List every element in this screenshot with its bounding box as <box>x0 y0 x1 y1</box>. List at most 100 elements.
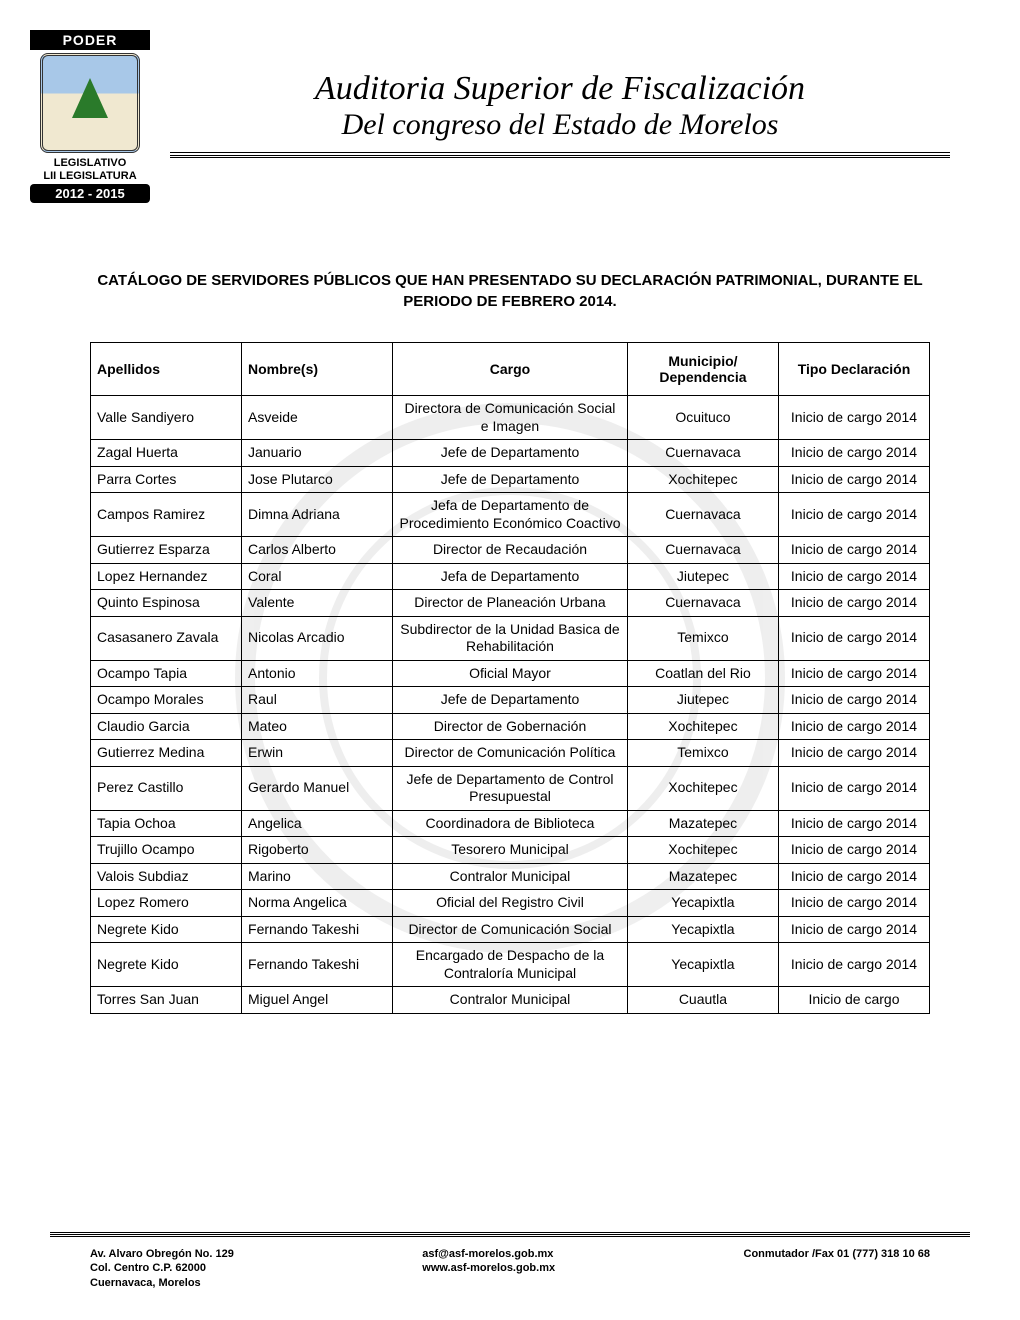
cell-tipo: Inicio de cargo 2014 <box>778 943 929 987</box>
cell-apellidos: Torres San Juan <box>91 987 242 1014</box>
cell-tipo: Inicio de cargo 2014 <box>778 440 929 467</box>
cell-nombres: Valente <box>242 590 393 617</box>
table-row: Valle SandiyeroAsveideDirectora de Comun… <box>91 396 930 440</box>
th-municipio: Municipio/ Dependencia <box>627 343 778 396</box>
cell-tipo: Inicio de cargo 2014 <box>778 863 929 890</box>
cell-cargo: Director de Gobernación <box>393 713 628 740</box>
cell-nombres: Gerardo Manuel <box>242 766 393 810</box>
cell-municipio: Cuernavaca <box>627 440 778 467</box>
cell-nombres: Rigoberto <box>242 837 393 864</box>
th-tipo: Tipo Declaración <box>778 343 929 396</box>
cell-cargo: Oficial Mayor <box>393 660 628 687</box>
logo: PODER LEGISLATIVO LII LEGISLATURA 2012 -… <box>30 30 150 203</box>
cell-tipo: Inicio de cargo 2014 <box>778 740 929 767</box>
cell-cargo: Jefe de Departamento <box>393 466 628 493</box>
table-row: Claudio GarciaMateoDirector de Gobernaci… <box>91 713 930 740</box>
cell-cargo: Tesorero Municipal <box>393 837 628 864</box>
cell-cargo: Jefe de Departamento <box>393 440 628 467</box>
cell-municipio: Xochitepec <box>627 766 778 810</box>
th-cargo: Cargo <box>393 343 628 396</box>
cell-nombres: Miguel Angel <box>242 987 393 1014</box>
cell-cargo: Contralor Municipal <box>393 863 628 890</box>
footer-rule <box>50 1232 970 1237</box>
logo-legislativo: LEGISLATIVO <box>30 156 150 170</box>
table-row: Zagal HuertaJanuarioJefe de Departamento… <box>91 440 930 467</box>
footer-addr2: Col. Centro C.P. 62000 <box>90 1261 234 1275</box>
cell-tipo: Inicio de cargo <box>778 987 929 1014</box>
cell-tipo: Inicio de cargo 2014 <box>778 396 929 440</box>
cell-tipo: Inicio de cargo 2014 <box>778 810 929 837</box>
cell-nombres: Mateo <box>242 713 393 740</box>
cell-tipo: Inicio de cargo 2014 <box>778 713 929 740</box>
cell-apellidos: Campos Ramirez <box>91 493 242 537</box>
cell-cargo: Encargado de Despacho de la Contraloría … <box>393 943 628 987</box>
footer: Av. Alvaro Obregón No. 129 Col. Centro C… <box>50 1232 970 1290</box>
cell-tipo: Inicio de cargo 2014 <box>778 466 929 493</box>
logo-legislatura: LII LEGISLATURA <box>30 170 150 182</box>
table-row: Ocampo MoralesRaulJefe de DepartamentoJi… <box>91 687 930 714</box>
footer-fax-text: Conmutador /Fax 01 (777) 318 10 68 <box>744 1247 930 1261</box>
cell-apellidos: Quinto Espinosa <box>91 590 242 617</box>
footer-grid: Av. Alvaro Obregón No. 129 Col. Centro C… <box>50 1247 970 1290</box>
cell-municipio: Cuernavaca <box>627 493 778 537</box>
table-row: Lopez HernandezCoralJefa de Departamento… <box>91 563 930 590</box>
cell-tipo: Inicio de cargo 2014 <box>778 616 929 660</box>
table-row: Negrete KidoFernando TakeshiDirector de … <box>91 916 930 943</box>
cell-cargo: Coordinadora de Biblioteca <box>393 810 628 837</box>
cell-municipio: Cuautla <box>627 987 778 1014</box>
logo-years: 2012 - 2015 <box>30 184 150 203</box>
cell-municipio: Temixco <box>627 740 778 767</box>
cell-tipo: Inicio de cargo 2014 <box>778 660 929 687</box>
table-row: Quinto EspinosaValenteDirector de Planea… <box>91 590 930 617</box>
cell-cargo: Jefe de Departamento de Control Presupue… <box>393 766 628 810</box>
cell-cargo: Director de Planeación Urbana <box>393 590 628 617</box>
table-row: Trujillo OcampoRigobertoTesorero Municip… <box>91 837 930 864</box>
cell-cargo: Contralor Municipal <box>393 987 628 1014</box>
cell-cargo: Directora de Comunicación Social e Image… <box>393 396 628 440</box>
cell-tipo: Inicio de cargo 2014 <box>778 537 929 564</box>
logo-poder: PODER <box>30 30 150 50</box>
cell-cargo: Director de Comunicación Política <box>393 740 628 767</box>
cell-municipio: Cuernavaca <box>627 590 778 617</box>
cell-apellidos: Trujillo Ocampo <box>91 837 242 864</box>
table-row: Tapia OchoaAngelicaCoordinadora de Bibli… <box>91 810 930 837</box>
table-wrap: Apellidos Nombre(s) Cargo Municipio/ Dep… <box>90 342 930 1014</box>
cell-apellidos: Lopez Romero <box>91 890 242 917</box>
cell-nombres: Erwin <box>242 740 393 767</box>
cell-tipo: Inicio de cargo 2014 <box>778 890 929 917</box>
cell-municipio: Xochitepec <box>627 837 778 864</box>
cell-municipio: Temixco <box>627 616 778 660</box>
footer-address: Av. Alvaro Obregón No. 129 Col. Centro C… <box>90 1247 234 1290</box>
cell-apellidos: Claudio Garcia <box>91 713 242 740</box>
cell-tipo: Inicio de cargo 2014 <box>778 766 929 810</box>
cell-apellidos: Negrete Kido <box>91 943 242 987</box>
logo-tree-icon <box>72 78 108 118</box>
cell-municipio: Mazatepec <box>627 863 778 890</box>
cell-nombres: Antonio <box>242 660 393 687</box>
cell-nombres: Januario <box>242 440 393 467</box>
cell-nombres: Raul <box>242 687 393 714</box>
table-row: Perez CastilloGerardo ManuelJefe de Depa… <box>91 766 930 810</box>
cell-nombres: Angelica <box>242 810 393 837</box>
cell-apellidos: Gutierrez Medina <box>91 740 242 767</box>
footer-addr3: Cuernavaca, Morelos <box>90 1276 234 1290</box>
cell-tipo: Inicio de cargo 2014 <box>778 687 929 714</box>
table-row: Campos RamirezDimna AdrianaJefa de Depar… <box>91 493 930 537</box>
cell-nombres: Jose Plutarco <box>242 466 393 493</box>
cell-apellidos: Gutierrez Esparza <box>91 537 242 564</box>
table-row: Torres San JuanMiguel AngelContralor Mun… <box>91 987 930 1014</box>
cell-municipio: Ocuituco <box>627 396 778 440</box>
footer-addr1: Av. Alvaro Obregón No. 129 <box>90 1247 234 1261</box>
cell-cargo: Oficial del Registro Civil <box>393 890 628 917</box>
table-header-row: Apellidos Nombre(s) Cargo Municipio/ Dep… <box>91 343 930 396</box>
cell-municipio: Yecapixtla <box>627 943 778 987</box>
cell-apellidos: Parra Cortes <box>91 466 242 493</box>
cell-tipo: Inicio de cargo 2014 <box>778 563 929 590</box>
servants-table: Apellidos Nombre(s) Cargo Municipio/ Dep… <box>90 342 930 1014</box>
cell-tipo: Inicio de cargo 2014 <box>778 590 929 617</box>
cell-nombres: Coral <box>242 563 393 590</box>
cell-nombres: Asveide <box>242 396 393 440</box>
title-line1: Auditoria Superior de Fiscalización <box>170 70 950 108</box>
cell-municipio: Cuernavaca <box>627 537 778 564</box>
cell-nombres: Carlos Alberto <box>242 537 393 564</box>
